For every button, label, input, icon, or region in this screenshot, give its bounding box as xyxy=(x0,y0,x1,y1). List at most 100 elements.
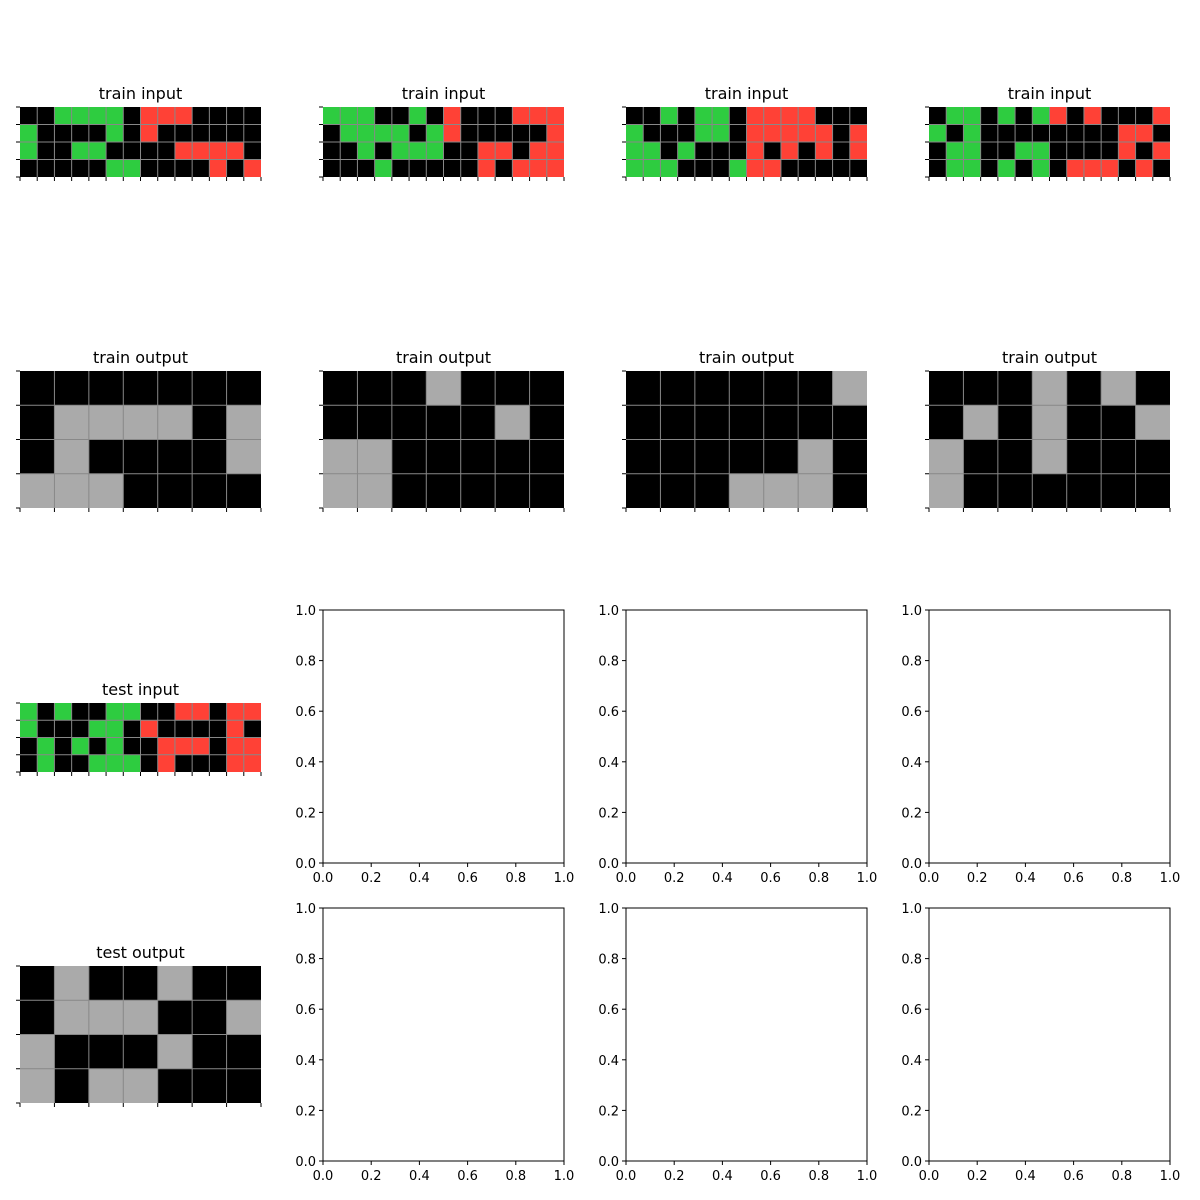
grid-cell xyxy=(123,1034,158,1069)
empty-axes-group: 0.00.00.20.20.40.40.60.60.80.81.01.00.00… xyxy=(295,604,1180,1184)
x-tick-label: 0.4 xyxy=(409,1169,430,1184)
y-tick-label: 0.6 xyxy=(598,1003,619,1018)
grid-cell xyxy=(946,159,964,177)
grid-cell xyxy=(106,720,124,738)
grid-cell xyxy=(512,159,530,177)
grid-cell xyxy=(460,107,478,125)
grid-cell xyxy=(88,159,107,177)
grid-cell xyxy=(140,124,158,142)
grid-cell xyxy=(477,159,496,177)
grid-cell xyxy=(243,124,261,142)
grid-cell xyxy=(391,124,410,142)
grid-cell xyxy=(71,703,89,721)
grid-cell xyxy=(88,405,124,440)
grid-cell xyxy=(729,142,747,160)
grid-panel-6: train output xyxy=(319,348,565,512)
grid-cell xyxy=(20,1000,55,1035)
grid-panel-3: train input xyxy=(622,84,868,181)
y-tick-label: 0.8 xyxy=(598,953,619,968)
grid-cell xyxy=(1049,107,1067,125)
y-tick-label: 0.4 xyxy=(598,1054,619,1069)
y-tick-label: 0.6 xyxy=(901,1003,922,1018)
axes-frame xyxy=(928,907,1171,1162)
grid-cell xyxy=(123,142,141,160)
grid-cell xyxy=(980,107,998,125)
grid-cell xyxy=(798,107,816,125)
grid-cell xyxy=(746,107,764,125)
grid-cell xyxy=(340,124,358,142)
grid-cell xyxy=(1066,473,1102,508)
grid-cell xyxy=(746,159,764,177)
y-tick-label: 0.4 xyxy=(901,1054,922,1069)
grid-cell xyxy=(546,124,564,142)
grid-panel-2: train input xyxy=(319,84,565,181)
grid-cell xyxy=(1032,159,1050,177)
grid-cell xyxy=(54,473,89,508)
grid-cell xyxy=(123,1000,158,1035)
grid-cell xyxy=(1066,107,1084,125)
grid-cell xyxy=(123,107,141,125)
y-tick-label: 1.0 xyxy=(901,604,922,619)
grid-cell xyxy=(495,405,530,440)
grid-cell xyxy=(71,107,89,125)
grid-cell xyxy=(832,107,850,125)
x-tick-label: 0.8 xyxy=(808,1169,829,1184)
grid-cell xyxy=(643,124,661,142)
x-tick-label: 0.4 xyxy=(1015,1169,1036,1184)
grid-cell xyxy=(54,371,89,406)
grid-cell xyxy=(929,405,964,440)
grid-cell xyxy=(660,124,678,142)
grid-panel-4: train input xyxy=(925,84,1171,181)
grid-cell xyxy=(192,124,210,142)
grid-cell xyxy=(694,405,730,440)
grid-cell xyxy=(123,371,158,406)
grid-cell xyxy=(929,473,964,508)
grid-cell xyxy=(88,720,107,738)
grid-cell xyxy=(20,754,38,772)
grid-cell xyxy=(626,405,661,440)
grid-cell xyxy=(1152,142,1170,160)
grid-cell xyxy=(174,754,193,772)
y-tick-label: 0.8 xyxy=(295,953,316,968)
grid-cell xyxy=(88,754,107,772)
grid-cell xyxy=(106,703,124,721)
grid-cell xyxy=(1135,371,1170,406)
grid-cell xyxy=(123,703,141,721)
grid-cell xyxy=(20,1034,55,1069)
axes-frame xyxy=(928,609,1171,864)
grid-cell xyxy=(20,473,55,508)
grid-cell xyxy=(174,720,193,738)
grid-cell xyxy=(426,439,461,474)
grid-cell xyxy=(20,159,38,177)
grid-cell xyxy=(963,142,981,160)
grid-cell xyxy=(409,124,427,142)
grid-cell xyxy=(54,124,72,142)
grid-cell xyxy=(226,1000,261,1035)
grid-cell xyxy=(54,107,72,125)
grid-cell xyxy=(209,737,227,755)
grid-cell xyxy=(157,737,175,755)
grid-cell xyxy=(529,371,564,406)
panel-title: test output xyxy=(96,943,185,962)
grid-cell xyxy=(174,703,193,721)
grid-cell xyxy=(88,703,107,721)
x-tick-label: 1.0 xyxy=(1160,871,1181,886)
grid-cell xyxy=(946,107,964,125)
grid-cell xyxy=(815,142,833,160)
grid-cell xyxy=(849,159,867,177)
grid-cell xyxy=(832,371,867,406)
grid-cell xyxy=(192,371,227,406)
y-tick-label: 0.8 xyxy=(901,655,922,670)
grid-cell xyxy=(192,1034,227,1069)
grid-cell xyxy=(780,107,799,125)
grid-cell xyxy=(963,371,998,406)
grid-cell xyxy=(20,703,38,721)
grid-cell xyxy=(357,405,392,440)
x-tick-label: 0.2 xyxy=(967,871,988,886)
grid-cell xyxy=(729,371,764,406)
grid-cell xyxy=(780,142,799,160)
grid-cell xyxy=(323,405,358,440)
grid-cell xyxy=(1152,107,1170,125)
grid-cell xyxy=(1118,107,1136,125)
